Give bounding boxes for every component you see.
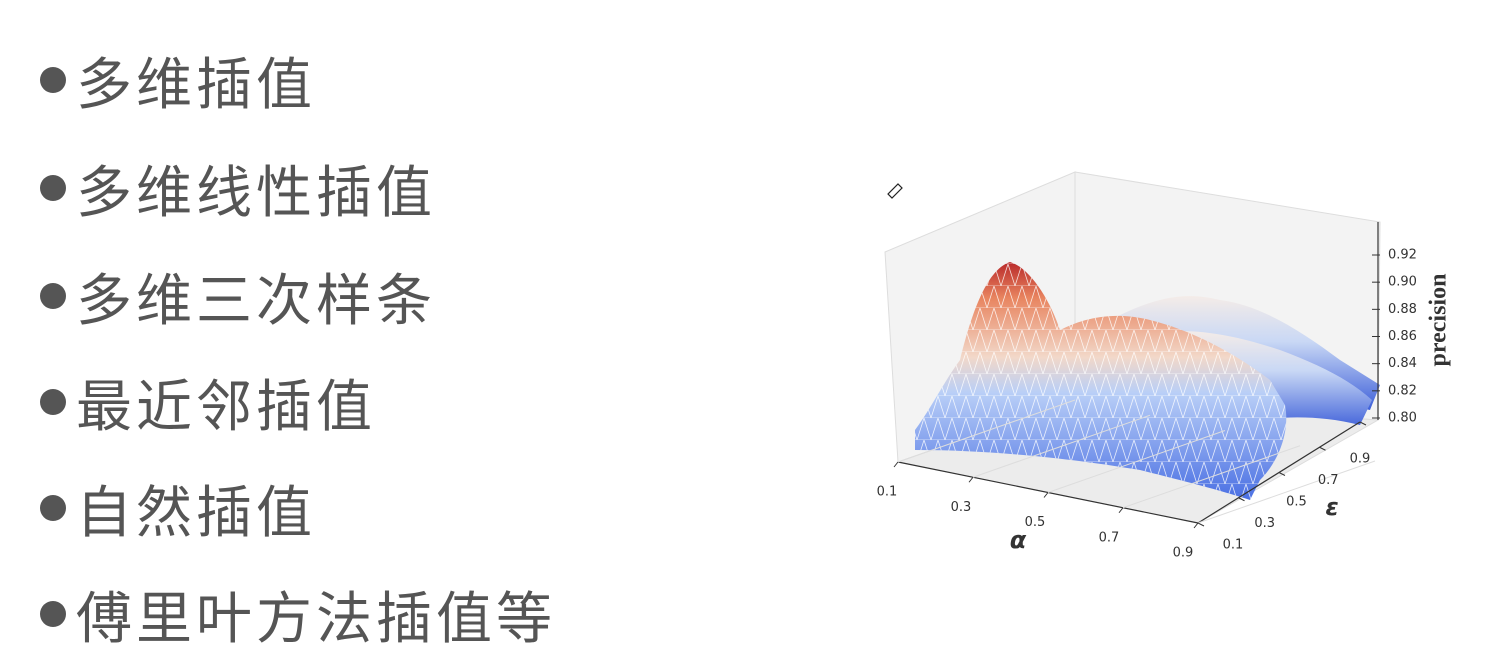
bullet-text: 自然插值 xyxy=(76,480,316,546)
x-tick xyxy=(893,461,899,468)
y-tick xyxy=(1319,446,1326,451)
bullet-text: 多维三次样条 xyxy=(76,268,436,334)
grid-line xyxy=(1122,445,1301,509)
y-tick xyxy=(1197,522,1205,527)
bullet-text: 多维插值 xyxy=(76,52,316,118)
y-tick xyxy=(1359,421,1367,426)
x-tick xyxy=(1118,507,1124,514)
grid-line xyxy=(897,399,1076,463)
z-tick-label: 0.86 xyxy=(1388,329,1417,344)
bullet-dot xyxy=(40,175,66,201)
bullet-item: 傅里叶方法插值等 xyxy=(36,574,556,654)
z-tick-label: 0.92 xyxy=(1388,248,1417,263)
y-tick-label: 0.3 xyxy=(1254,516,1275,531)
x-tick xyxy=(968,476,974,483)
y-tick xyxy=(1278,472,1286,476)
y-axis-label: ε xyxy=(1325,493,1338,521)
bullet-text: 多维线性插值 xyxy=(76,160,436,226)
x-tick-label: 0.7 xyxy=(1099,530,1120,545)
x-tick xyxy=(1193,522,1199,529)
grid-line xyxy=(972,414,1151,478)
pen-cursor xyxy=(887,183,903,199)
y-tick-label: 0.1 xyxy=(1223,538,1244,553)
y-tick xyxy=(1238,497,1245,502)
bullet-item: 多维三次样条 xyxy=(36,256,436,336)
bullet-dot xyxy=(40,495,66,521)
grid-line xyxy=(1197,460,1376,524)
z-tick-label: 0.90 xyxy=(1388,275,1417,290)
bullet-dot xyxy=(40,389,66,415)
x-tick-label: 0.9 xyxy=(1173,546,1194,561)
x-tick-label: 0.3 xyxy=(951,500,972,515)
bullet-item: 多维插值 xyxy=(36,40,316,120)
x-tick-label: 0.1 xyxy=(877,485,898,500)
z-tick-label: 0.84 xyxy=(1388,356,1417,371)
bullet-item: 多维线性插值 xyxy=(36,148,436,228)
bullet-text: 傅里叶方法插值等 xyxy=(76,586,556,652)
y-tick-label: 0.5 xyxy=(1286,495,1307,510)
bullet-dot xyxy=(40,601,66,627)
z-axis-label: precision xyxy=(1426,274,1452,367)
x-tick-label: 0.5 xyxy=(1025,515,1046,530)
grid-line xyxy=(1047,430,1226,493)
bullet-item: 自然插值 xyxy=(36,468,316,548)
z-tick-label: 0.80 xyxy=(1388,411,1417,426)
x-tick xyxy=(1043,492,1049,498)
bullet-dot xyxy=(40,67,66,93)
x-axis-label: α xyxy=(1010,526,1027,554)
bullet-text: 最近邻插值 xyxy=(76,374,376,440)
surface xyxy=(915,262,1380,500)
bullet-dot xyxy=(40,283,66,309)
y-tick-label: 0.7 xyxy=(1318,473,1339,488)
y-tick-label: 0.9 xyxy=(1350,452,1371,467)
bullet-item: 最近邻插值 xyxy=(36,362,376,442)
z-tick-label: 0.82 xyxy=(1388,383,1417,398)
z-tick-label: 0.88 xyxy=(1388,302,1417,317)
surface-mesh xyxy=(915,262,1287,500)
